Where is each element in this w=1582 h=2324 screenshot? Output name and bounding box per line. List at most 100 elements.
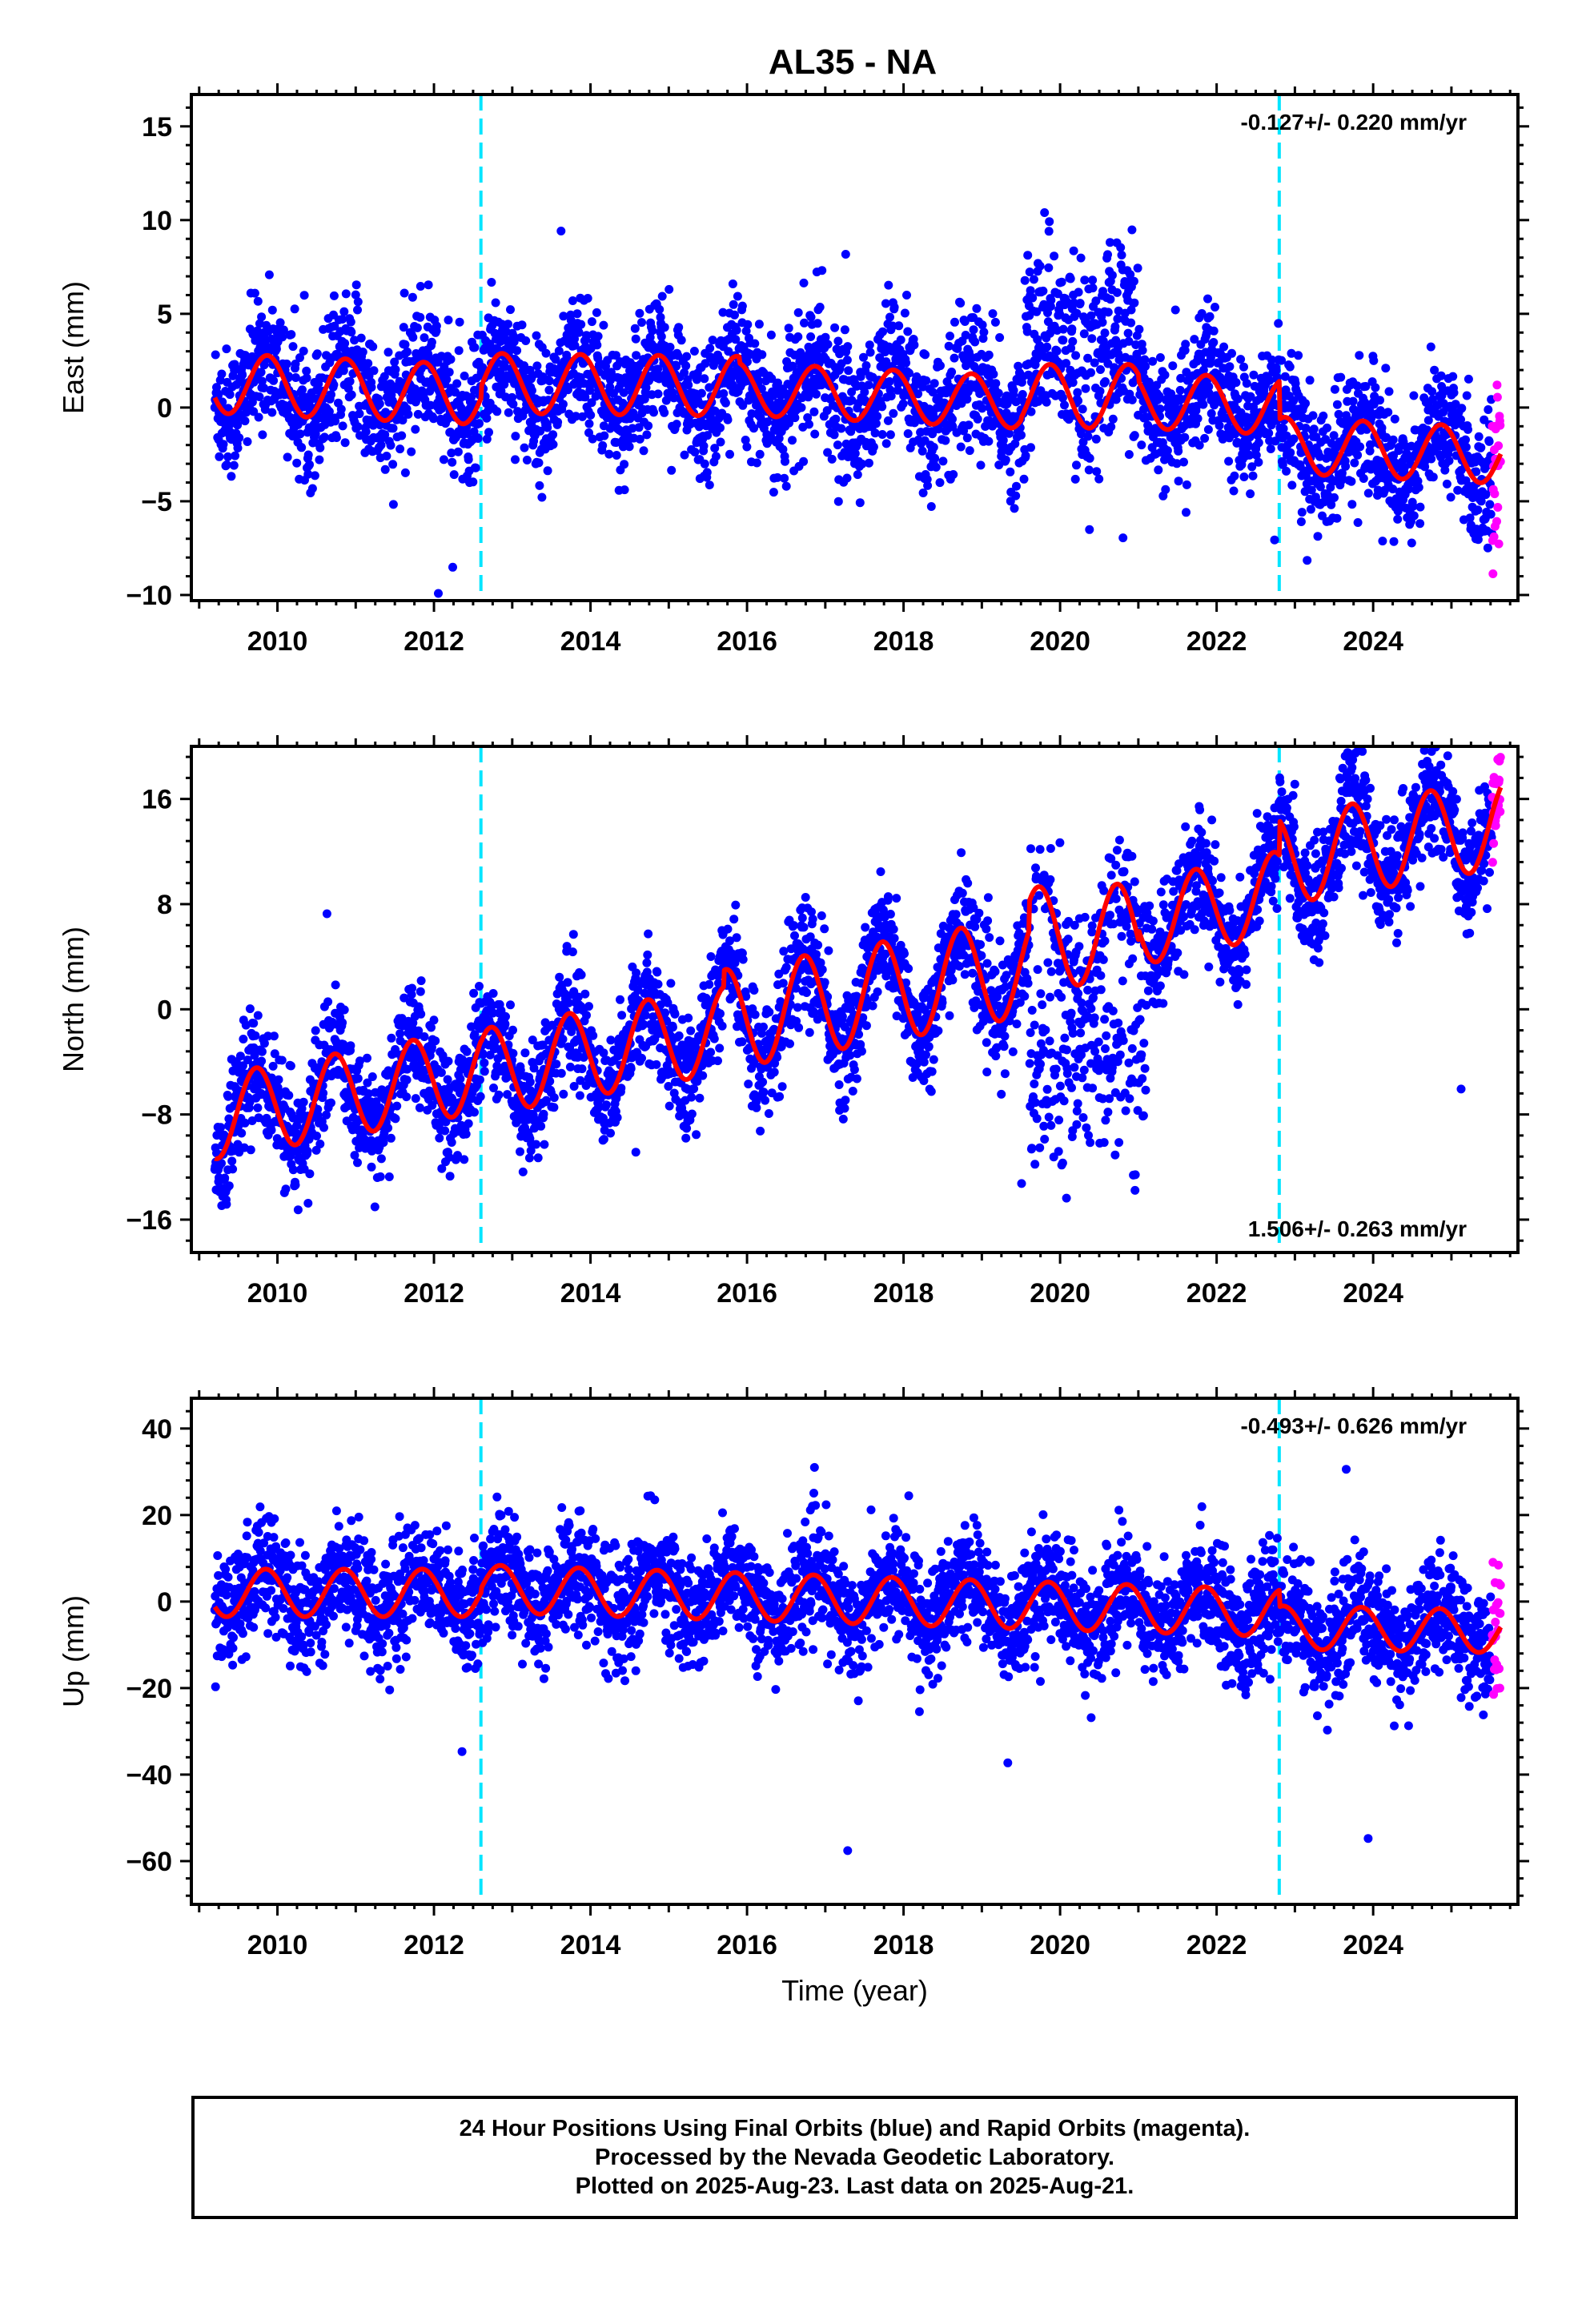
final-orbit-point	[382, 452, 391, 460]
final-orbit-point	[885, 312, 894, 322]
final-orbit-point	[830, 323, 840, 332]
figure-title: AL35 - NA	[769, 42, 937, 82]
final-orbit-point	[445, 1172, 455, 1181]
final-orbit-point	[315, 1140, 325, 1148]
final-orbit-point	[386, 1133, 396, 1143]
final-orbit-point	[315, 443, 325, 452]
final-orbit-point	[287, 330, 296, 340]
rapid-orbit-point	[1492, 517, 1501, 526]
final-orbit-point	[341, 289, 351, 299]
final-orbit-point	[1073, 388, 1082, 397]
final-orbit-point	[448, 562, 457, 572]
final-orbit-point	[840, 325, 849, 335]
final-orbit-point	[536, 426, 545, 436]
final-orbit-point	[469, 988, 479, 998]
final-orbit-point	[900, 308, 909, 318]
final-orbit-point	[580, 392, 590, 402]
final-orbit-point	[847, 388, 857, 396]
final-orbit-point	[1239, 472, 1249, 481]
final-orbit-point	[1112, 287, 1122, 297]
final-orbit-point	[815, 303, 825, 312]
final-orbit-point	[973, 414, 982, 424]
final-orbit-point	[228, 1164, 238, 1174]
final-orbit-point	[864, 380, 873, 390]
final-orbit-point	[800, 318, 809, 328]
final-orbit-point	[793, 332, 803, 341]
final-orbit-point	[256, 368, 266, 377]
final-orbit-point	[1464, 374, 1473, 384]
final-orbit-point	[353, 305, 362, 315]
final-orbit-point	[812, 389, 821, 399]
final-orbit-point	[408, 292, 417, 302]
final-orbit-point	[1341, 461, 1351, 471]
final-orbit-point	[885, 430, 895, 440]
final-orbit-point	[442, 375, 452, 384]
final-orbit-point	[1012, 481, 1021, 491]
final-orbit-point	[731, 335, 741, 344]
final-orbit-point	[1446, 493, 1456, 502]
final-orbit-point	[1168, 361, 1178, 371]
final-orbit-point	[1274, 319, 1283, 328]
final-orbit-point	[1118, 533, 1128, 543]
final-orbit-point	[831, 414, 841, 424]
x-tick-label: 2010	[247, 626, 308, 657]
final-orbit-point	[984, 350, 994, 360]
final-orbit-point	[978, 320, 987, 330]
x-tick-label: 2024	[1343, 626, 1403, 657]
final-orbit-point	[865, 348, 875, 357]
final-orbit-point	[1203, 424, 1213, 434]
final-orbit-point	[918, 489, 928, 497]
final-orbit-point	[1229, 486, 1239, 496]
final-orbit-point	[994, 388, 1003, 398]
rapid-orbit-point	[1496, 420, 1505, 430]
final-orbit-point	[681, 361, 691, 371]
final-orbit-point	[705, 480, 714, 490]
final-orbit-point	[555, 972, 564, 982]
final-orbit-point	[274, 1075, 283, 1084]
final-orbit-point	[1067, 324, 1077, 334]
final-orbit-point	[784, 324, 793, 333]
final-orbit-point	[1485, 500, 1495, 509]
final-orbit-point	[541, 348, 551, 358]
final-orbit-point	[351, 280, 361, 290]
final-orbit-point	[554, 346, 564, 356]
final-orbit-point	[1127, 395, 1137, 404]
rapid-orbit-point	[1488, 569, 1498, 578]
panel-north: 2010 2012 2014 2016 2018 2020 2022 2024−16−8081…	[57, 735, 1529, 1309]
rapid-orbit-point	[1493, 503, 1503, 512]
final-orbit-point	[587, 317, 596, 327]
final-orbit-point	[1289, 434, 1299, 444]
final-orbit-point	[488, 989, 498, 998]
final-orbit-point	[383, 1124, 393, 1132]
final-orbit-point	[508, 1025, 517, 1035]
final-orbit-point	[516, 1147, 524, 1156]
final-orbit-point	[929, 443, 938, 452]
final-orbit-point	[1248, 471, 1258, 480]
final-orbit-point	[988, 309, 998, 319]
final-orbit-point	[367, 383, 376, 392]
final-orbit-point	[1294, 351, 1303, 360]
final-orbit-point	[268, 1061, 278, 1071]
final-orbit-point	[1021, 451, 1030, 460]
final-orbit-point	[229, 460, 239, 470]
final-orbit-point	[331, 416, 340, 426]
x-tick-label: 2020	[1030, 626, 1090, 657]
final-orbit-point	[1010, 504, 1019, 513]
final-orbit-point	[420, 333, 429, 343]
final-orbit-point	[237, 1128, 247, 1138]
final-orbit-point	[1116, 243, 1126, 252]
final-orbit-point	[1308, 411, 1318, 420]
final-orbit-point	[716, 437, 725, 447]
final-orbit-point	[978, 404, 987, 413]
final-orbit-point	[878, 327, 887, 336]
final-orbit-point	[710, 406, 720, 416]
final-orbit-point	[1014, 361, 1023, 371]
final-orbit-point	[1179, 457, 1188, 467]
final-orbit-point	[1442, 479, 1452, 489]
final-orbit-point	[1355, 351, 1364, 360]
final-orbit-point	[563, 385, 572, 395]
final-orbit-point	[1020, 275, 1030, 285]
final-orbit-point	[305, 460, 314, 469]
final-orbit-point	[217, 369, 227, 379]
